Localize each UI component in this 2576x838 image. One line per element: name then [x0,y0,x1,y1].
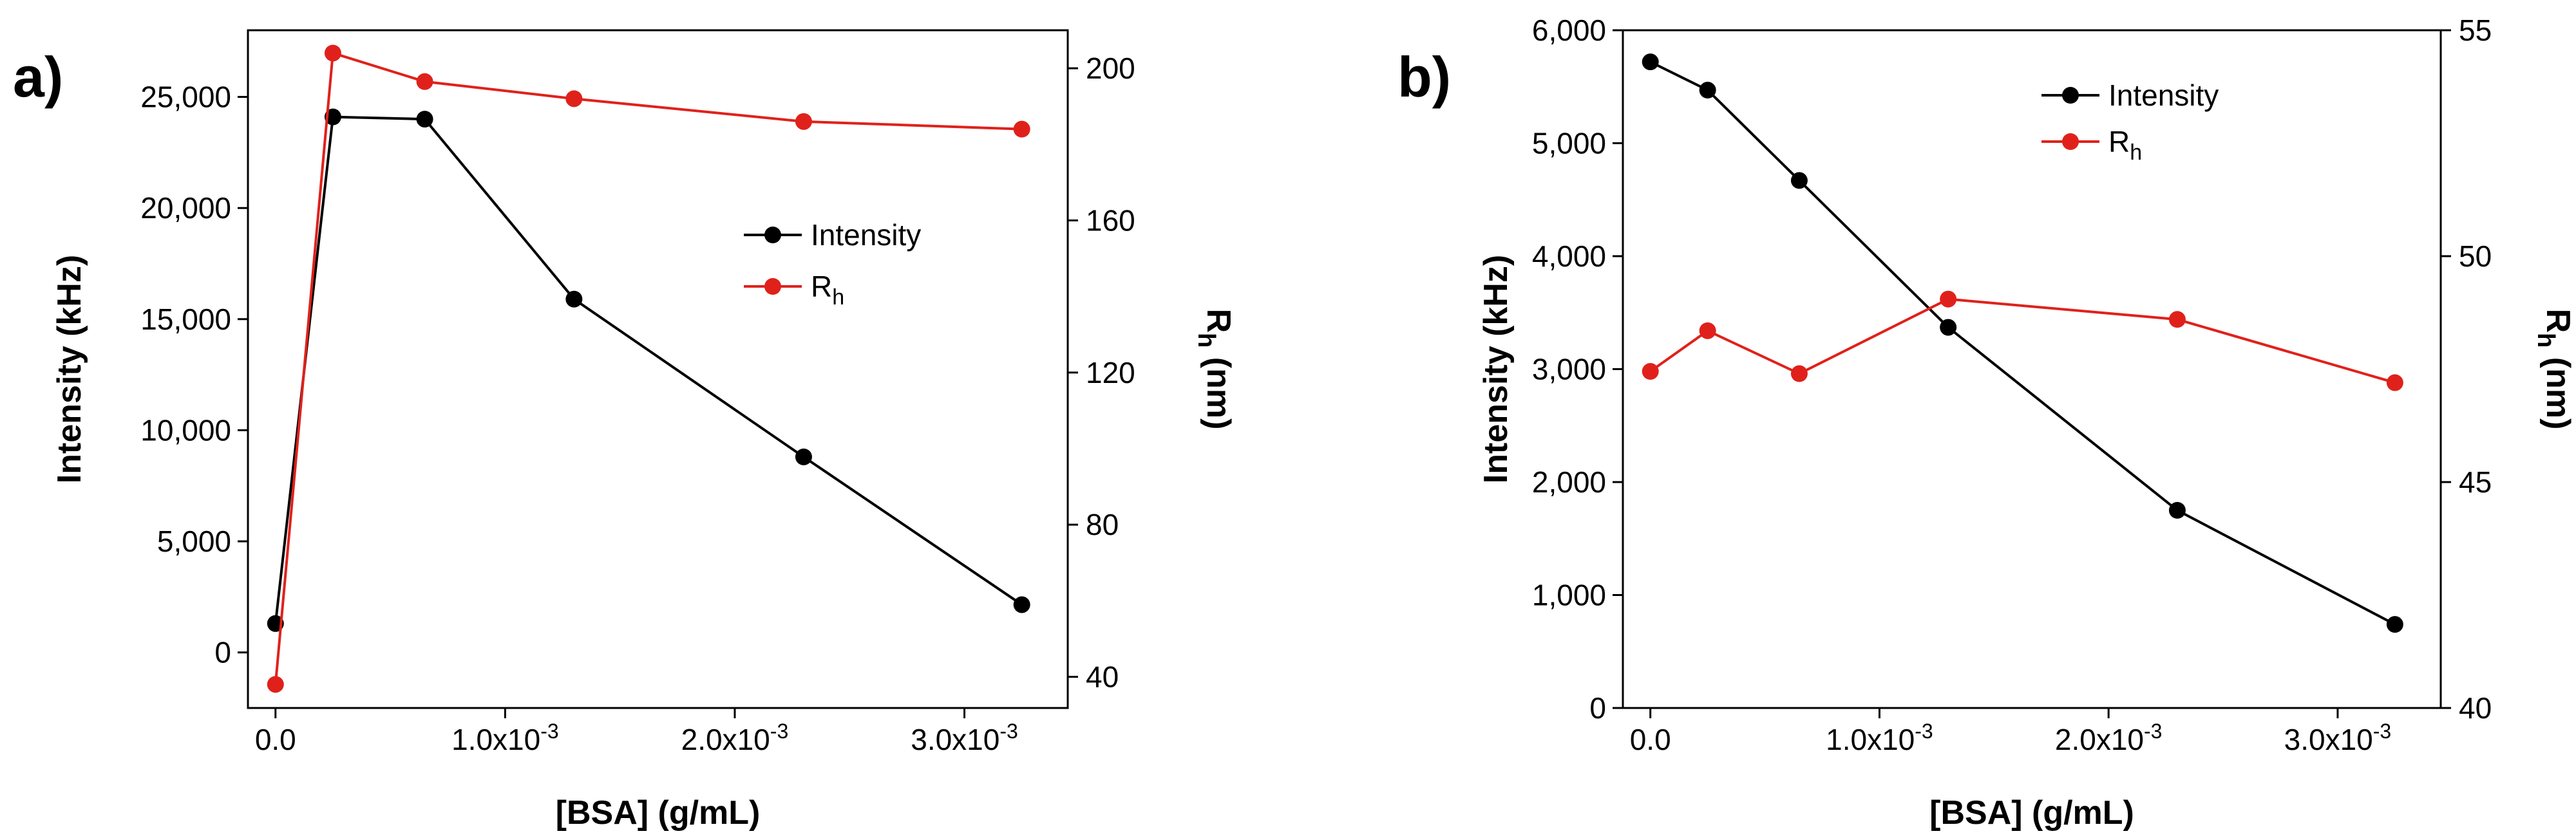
x-tick-label: 0.0 [255,723,296,756]
series-line-intensity [1649,61,2396,626]
y-tick-label: 3,000 [1532,353,1606,386]
chart-panel-a: a) 0.0 1.0x10-3 2.0x10-3 3.0x10-3 0 5,000 10,00… [13,29,1237,832]
data-point-intensity [1642,53,1659,71]
y2-tick-label: 40 [1086,660,1119,694]
series-line-rh [1649,297,2396,384]
y-axis-label: Intensity (kHz) [1477,255,1515,483]
data-point-rh [1642,363,1659,380]
y-tick-label: 0 [1589,691,1606,725]
data-point-rh [2168,311,2186,328]
plot-frame [247,29,1069,709]
y-tick-label: 4,000 [1532,239,1606,273]
y-axis-label: Intensity (kHz) [51,255,88,483]
y-tick-label: 10,000 [140,413,231,447]
y2-tick-label: 120 [1086,356,1135,389]
plot-frame [1622,29,2442,709]
data-point-rh [1790,365,1808,382]
data-point-rh [1940,290,1957,308]
y2-tick-label: 200 [1086,51,1135,85]
y-tick-label: 1,000 [1532,579,1606,612]
y-tick-label: 15,000 [140,303,231,336]
data-point-rh [267,676,284,693]
y2-tick-label: 45 [2459,465,2492,499]
x-axis-label: [BSA] (g/mL) [556,794,761,832]
y2-tick-label: 55 [2459,14,2492,47]
data-point-intensity [565,290,583,308]
y2-axis-label: Rh (nm) [1193,309,1237,430]
data-point-rh [416,73,433,90]
data-point-intensity [1790,172,1808,189]
y-tick-label: 6,000 [1532,14,1606,47]
data-point-rh [324,44,341,62]
x-tick-label: 2.0x10-3 [681,720,789,756]
legend-label-intensity: Intensity [2108,79,2219,112]
data-point-rh [565,90,583,107]
x-tick-label: 1.0x10-3 [451,720,559,756]
x-tick-label: 0.0 [1630,723,1671,756]
y2-tick-label: 50 [2459,239,2492,273]
y2-axis-label: Rh (nm) [2532,309,2576,430]
y-tick-label: 2,000 [1532,465,1606,499]
data-point-intensity [2386,616,2403,633]
y-tick-label: 5,000 [157,525,231,558]
legend-marker-rh [2062,133,2079,150]
x-axis-label: [BSA] (g/mL) [1929,794,2134,832]
series-line-intensity [274,115,1023,624]
legend-label-rh: Rh [811,270,844,310]
chart-panel-b: b) 0.0 1.0x10-3 2.0x10-3 3.0x10-3 0 1,000 2,000… [1397,14,2576,832]
panel-label: a) [13,45,63,109]
x-tick-label: 1.0x10-3 [1826,720,1933,756]
data-point-rh [1013,120,1030,138]
panel-label: b) [1397,45,1451,109]
series-line-rh [274,51,1022,685]
x-tick-label: 2.0x10-3 [2055,720,2163,756]
legend-label-intensity: Intensity [811,218,921,252]
legend-label-rh: Rh [2108,125,2142,165]
y2-tick-label: 80 [1086,508,1119,541]
legend-marker-intensity [2062,87,2079,104]
y2-tick-label: 160 [1086,203,1135,237]
data-point-rh [2386,374,2403,391]
data-point-intensity [795,448,812,465]
data-point-intensity [1013,596,1030,613]
x-tick-label: 3.0x10-3 [2284,720,2392,756]
legend-marker-rh [764,278,781,295]
data-point-intensity [2168,501,2186,519]
y-tick-label: 20,000 [140,191,231,225]
y2-tick-label: 40 [2459,691,2492,725]
y-tick-label: 0 [214,636,231,669]
y-tick-label: 25,000 [140,80,231,114]
data-point-intensity [1699,82,1716,99]
data-point-rh [1699,322,1716,339]
data-point-intensity [416,111,433,128]
data-point-intensity [1940,319,1957,336]
data-point-rh [795,113,812,130]
y-tick-label: 5,000 [1532,127,1606,160]
x-tick-label: 3.0x10-3 [911,720,1018,756]
legend-marker-intensity [764,227,781,243]
